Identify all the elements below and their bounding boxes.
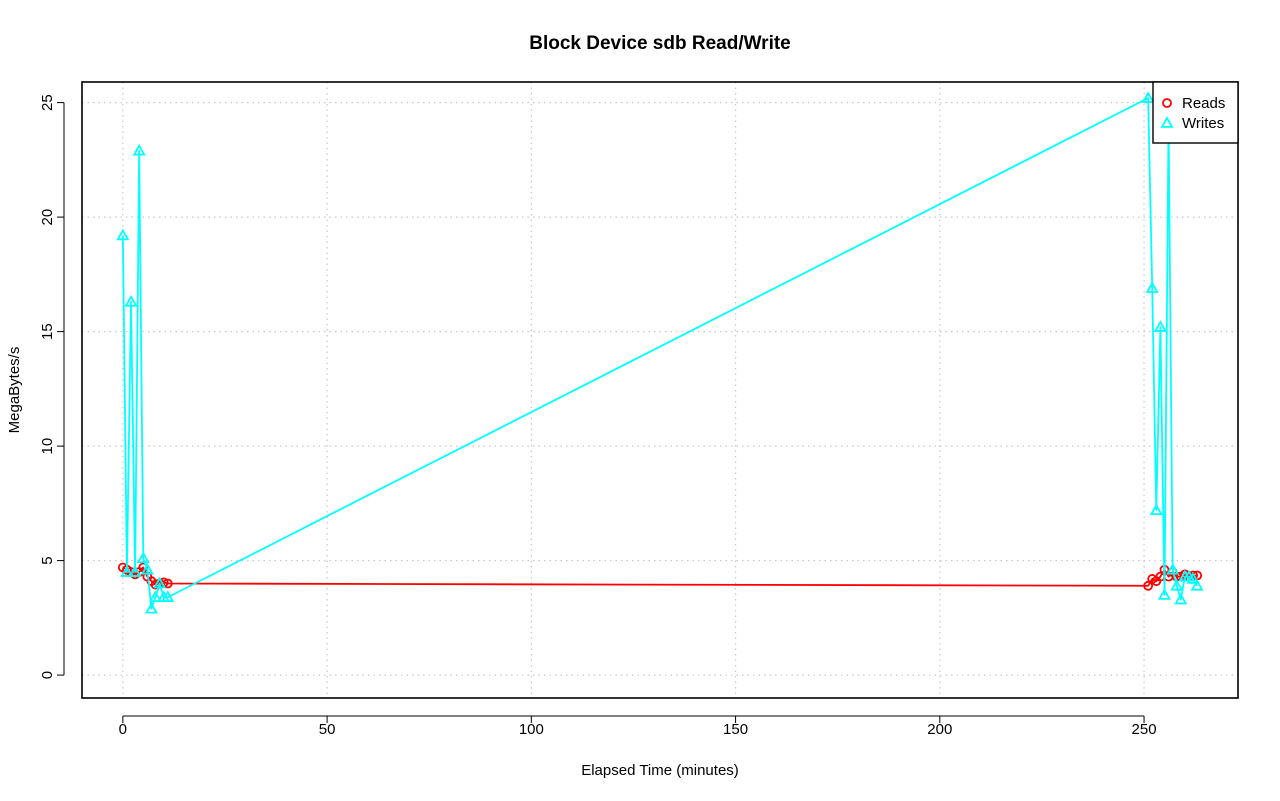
writes-point (1149, 503, 1163, 516)
x-tick-label: 250 (1132, 721, 1157, 738)
y-tick-label: 15 (39, 323, 56, 340)
legend-reads-label: Reads (1182, 95, 1225, 112)
writes-point (1153, 320, 1167, 332)
writes-point (132, 143, 146, 156)
legend-writes-label: Writes (1182, 115, 1224, 132)
writes-point (140, 562, 154, 575)
writes-point (1145, 281, 1159, 293)
axes: 0 50 100 150 200 250 0 5 10 15 20 25 (39, 94, 1157, 738)
grid (82, 82, 1238, 698)
x-tick-label: 200 (927, 721, 952, 738)
chart-title: Block Device sdb Read/Write (529, 33, 791, 54)
writes-point (1141, 91, 1155, 103)
writes-point (1157, 588, 1172, 600)
y-tick-label: 5 (39, 556, 56, 564)
writes-point (148, 590, 163, 603)
legend-box (1152, 81, 1239, 144)
reads-line (122, 566, 1198, 587)
writes-point (1186, 572, 1200, 584)
plot-frame (81, 81, 1239, 699)
writes-point (1190, 578, 1204, 591)
legend: Reads Writes (1152, 81, 1239, 144)
writes-point (1166, 562, 1180, 575)
writes-point (144, 601, 158, 614)
writes-line (121, 97, 1198, 610)
writes-point (128, 565, 142, 577)
writes-point (124, 294, 138, 307)
x-tick-label: 50 (319, 721, 336, 738)
y-tick-label: 0 (39, 671, 56, 679)
writes-point (161, 590, 175, 603)
x-axis-label: Elapsed Time (minutes) (581, 762, 739, 779)
x-tick-label: 0 (119, 721, 127, 738)
x-tick-label: 150 (723, 721, 748, 738)
reads-point (162, 578, 173, 589)
legend-writes-marker (1160, 116, 1174, 128)
plot-series (116, 91, 1204, 614)
y-tick-label: 20 (39, 209, 56, 226)
writes-point (153, 576, 167, 589)
y-axis-label: MegaBytes/s (6, 347, 23, 434)
x-tick-label: 100 (519, 721, 544, 738)
y-tick-label: 25 (39, 94, 56, 111)
writes-point (136, 551, 150, 564)
writes-point (1170, 578, 1184, 591)
writes-point (120, 565, 134, 577)
writes-point (1174, 592, 1188, 605)
legend-reads-marker (1162, 98, 1172, 108)
writes-point (116, 228, 130, 241)
y-tick-label: 10 (39, 438, 56, 455)
reads-point (1143, 580, 1154, 591)
